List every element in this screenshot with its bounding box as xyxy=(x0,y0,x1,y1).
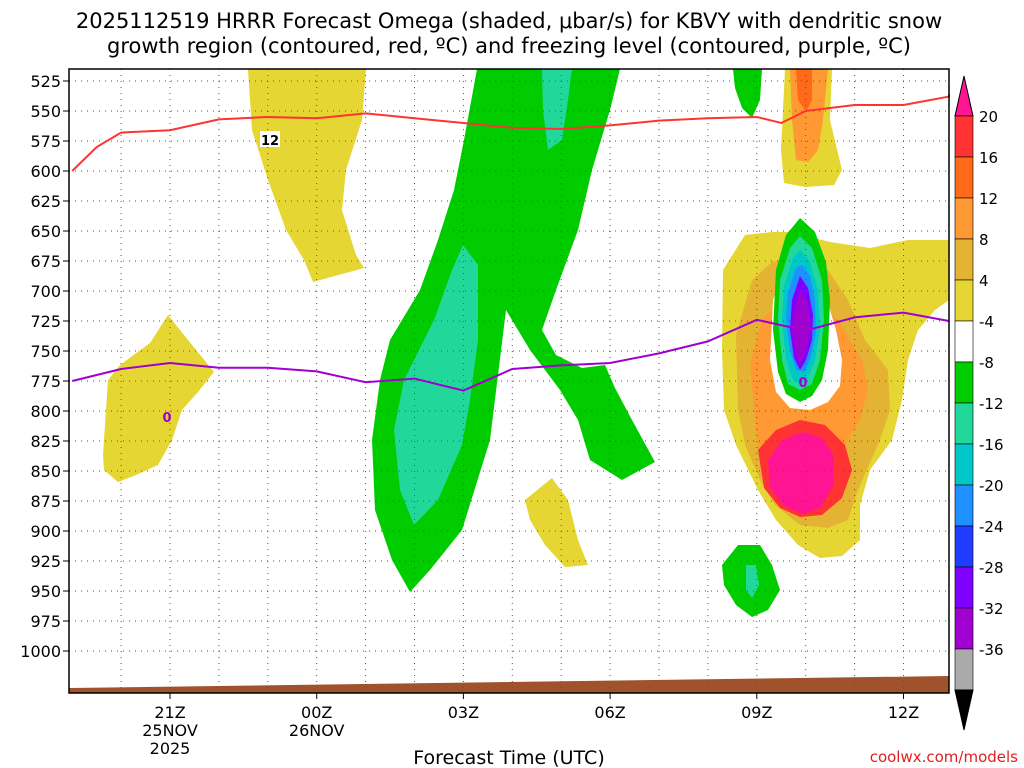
colorbar-band xyxy=(954,402,974,445)
omega-area-deeporange-top-10z xyxy=(796,69,812,112)
colorbar-label: -32 xyxy=(979,600,1004,618)
colorbar-top-arrow xyxy=(954,75,974,117)
y-tick-label: 925 xyxy=(30,552,61,571)
colorbar-band xyxy=(954,648,974,691)
colorbar-band xyxy=(954,238,974,281)
x-tick-label: 21Z xyxy=(154,703,185,722)
colorbar-label: -4 xyxy=(979,313,994,331)
plot-area: 12 0 0 xyxy=(68,68,950,694)
omega-area-teal-low-09z xyxy=(746,565,759,598)
y-tick-label: 625 xyxy=(30,192,61,211)
colorbar: 20 16 12 8 4 -4 -8 -12 -16 -20 -24 -28 -32 -36 xyxy=(954,75,1004,731)
y-tick-label: 950 xyxy=(30,582,61,601)
omega-area-yellow-lower-left xyxy=(103,315,214,482)
colorbar-band xyxy=(954,320,974,363)
colorbar-band xyxy=(954,607,974,650)
colorbar-band xyxy=(954,197,974,240)
colorbar-label: -28 xyxy=(979,559,1004,577)
y-tick-label: 900 xyxy=(30,522,61,541)
contours: 12 0 0 xyxy=(71,94,950,426)
y-tick-label: 825 xyxy=(30,432,61,451)
omega-area-green-top-09z xyxy=(733,69,762,118)
freezing-contour-label-2: 0 xyxy=(798,376,807,391)
y-tick-label: 725 xyxy=(30,312,61,331)
colorbar-label: -16 xyxy=(979,436,1004,454)
omega-area-yellow-05z xyxy=(525,478,588,567)
ground-surface xyxy=(69,676,949,693)
dendritic-growth-contour xyxy=(71,94,950,172)
credit-text: coolwx.com/models xyxy=(870,748,1018,766)
colorbar-band xyxy=(954,361,974,404)
y-tick-label: 575 xyxy=(30,132,61,151)
colorbar-band xyxy=(954,115,974,158)
colorbar-band xyxy=(954,443,974,486)
y-tick-label: 800 xyxy=(30,402,61,421)
dgz-contour-label: 12 xyxy=(261,134,279,149)
dgz-label-bg xyxy=(260,131,280,147)
x-axis-label: Forecast Time (UTC) xyxy=(413,747,604,768)
x-tick-sublabel: 25NOV xyxy=(142,721,198,740)
colorbar-label: 16 xyxy=(979,149,998,167)
colorbar-label: -8 xyxy=(979,354,994,372)
omega-area-magenta-core xyxy=(768,432,834,514)
x-tick-label: 09Z xyxy=(741,703,772,722)
y-tick-label: 750 xyxy=(30,342,61,361)
y-tick-label: 550 xyxy=(30,102,61,121)
colorbar-band xyxy=(954,484,974,527)
y-tick-label: 675 xyxy=(30,252,61,271)
y-axis: 525 550 575 600 625 650 675 700 725 750 775 800 825 8… xyxy=(20,72,69,661)
colorbar-band xyxy=(954,566,974,609)
chart-title-line1: 2025112519 HRRR Forecast Omega (shaded, … xyxy=(76,9,942,33)
omega-area-violet-core xyxy=(792,290,811,365)
y-tick-label: 650 xyxy=(30,222,61,241)
omega-area-teal-lower xyxy=(394,245,478,525)
colorbar-label: 20 xyxy=(979,108,998,126)
omega-area-teal-upper xyxy=(542,69,572,150)
y-tick-label: 775 xyxy=(30,372,61,391)
colorbar-label: 12 xyxy=(979,190,998,208)
colorbar-label: 4 xyxy=(979,272,989,290)
y-tick-label: 525 xyxy=(30,72,61,91)
freezing-contour-label: 0 xyxy=(162,411,171,426)
colorbar-band xyxy=(954,279,974,322)
colorbar-label: -20 xyxy=(979,477,1004,495)
x-tick-label: 06Z xyxy=(594,703,625,722)
x-tick-label: 00Z xyxy=(301,703,332,722)
chart-title-line2: growth region (contoured, red, ºC) and f… xyxy=(107,34,911,58)
omega-area-yellow-upper-left xyxy=(248,69,366,282)
colorbar-label: 8 xyxy=(979,231,989,249)
y-tick-label: 875 xyxy=(30,492,61,511)
colorbar-label: -36 xyxy=(979,641,1004,659)
y-tick-label: 600 xyxy=(30,162,61,181)
grid xyxy=(69,69,949,693)
y-tick-label: 975 xyxy=(30,612,61,631)
y-tick-label: 1000 xyxy=(20,642,61,661)
colorbar-band xyxy=(954,525,974,568)
x-tick-sublabel: 26NOV xyxy=(289,721,345,740)
y-tick-label: 700 xyxy=(30,282,61,301)
freezing-level-contour xyxy=(71,311,950,392)
y-tick-label: 850 xyxy=(30,462,61,481)
x-tick-year: 2025 xyxy=(150,739,191,758)
colorbar-label: -12 xyxy=(979,395,1004,413)
colorbar-band xyxy=(954,156,974,199)
colorbar-bottom-arrow xyxy=(954,689,974,731)
x-tick-label: 12Z xyxy=(888,703,919,722)
x-tick-label: 03Z xyxy=(448,703,479,722)
colorbar-label: -24 xyxy=(979,518,1004,536)
